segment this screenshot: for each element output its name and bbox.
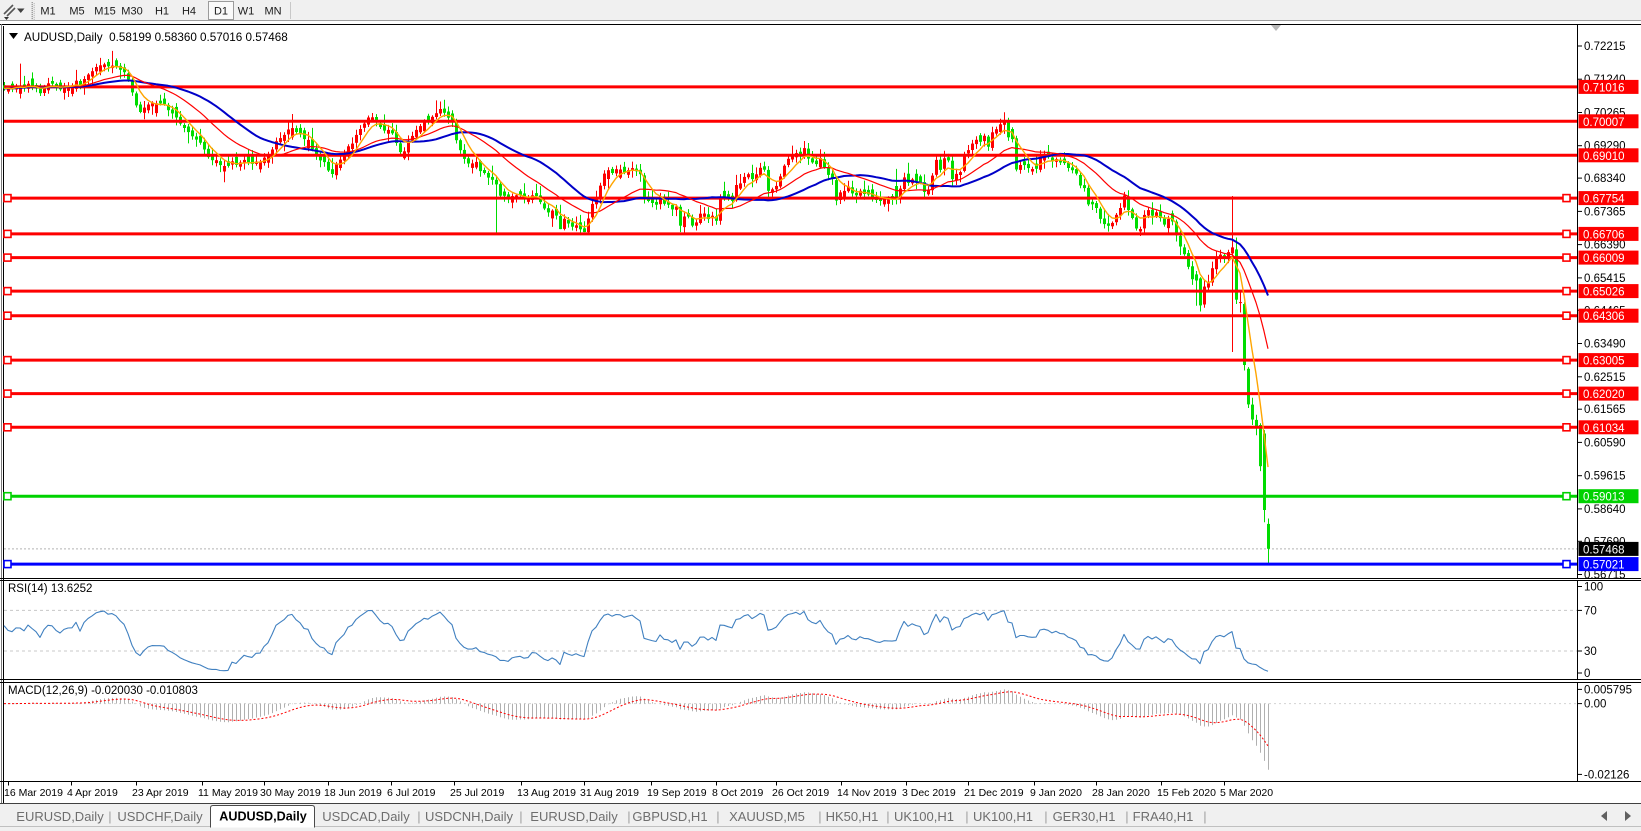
svg-text:AUDUSD,Daily 0.58199 0.58360: AUDUSD,Daily 0.58199 0.58360 0.57016 0.5… bbox=[24, 31, 288, 44]
svg-text:0.66390: 0.66390 bbox=[1584, 240, 1626, 252]
svg-text:30: 30 bbox=[1584, 646, 1597, 658]
svg-text:28 Jan 2020: 28 Jan 2020 bbox=[1092, 787, 1150, 799]
svg-text:0.62515: 0.62515 bbox=[1584, 372, 1626, 384]
svg-text:H4: H4 bbox=[182, 6, 196, 18]
svg-text:USDCHF,Daily: USDCHF,Daily bbox=[117, 809, 203, 824]
svg-text:0.65026: 0.65026 bbox=[1583, 287, 1625, 299]
svg-text:EURUSD,Daily: EURUSD,Daily bbox=[16, 809, 104, 824]
svg-text:0.58640: 0.58640 bbox=[1584, 504, 1626, 516]
svg-text:-0.02126: -0.02126 bbox=[1584, 769, 1629, 781]
svg-text:0.67754: 0.67754 bbox=[1583, 194, 1625, 206]
svg-text:0.59013: 0.59013 bbox=[1583, 492, 1625, 504]
svg-text:EURUSD,Daily: EURUSD,Daily bbox=[530, 809, 618, 824]
svg-text:|: | bbox=[1044, 809, 1047, 824]
svg-text:0.57468: 0.57468 bbox=[1583, 544, 1625, 556]
svg-text:13 Aug 2019: 13 Aug 2019 bbox=[517, 787, 576, 799]
svg-text:9 Jan 2020: 9 Jan 2020 bbox=[1030, 787, 1082, 799]
svg-text:0.63490: 0.63490 bbox=[1584, 339, 1626, 351]
svg-text:|: | bbox=[417, 809, 420, 824]
svg-text:0.62020: 0.62020 bbox=[1583, 389, 1625, 401]
svg-text:MACD(12,26,9) -0.020030 -0.010: MACD(12,26,9) -0.020030 -0.010803 bbox=[8, 685, 198, 697]
svg-text:HK50,H1: HK50,H1 bbox=[826, 809, 879, 824]
svg-text:0.60590: 0.60590 bbox=[1584, 437, 1626, 449]
svg-text:0.70007: 0.70007 bbox=[1583, 117, 1625, 129]
svg-text:FRA40,H1: FRA40,H1 bbox=[1133, 809, 1194, 824]
svg-text:0.66009: 0.66009 bbox=[1583, 253, 1625, 265]
svg-text:30 May 2019: 30 May 2019 bbox=[260, 787, 321, 799]
svg-text:0.61565: 0.61565 bbox=[1584, 404, 1626, 416]
svg-text:18 Jun 2019: 18 Jun 2019 bbox=[324, 787, 382, 799]
svg-text:23 Apr 2019: 23 Apr 2019 bbox=[132, 787, 189, 799]
svg-text:D1: D1 bbox=[214, 6, 228, 18]
svg-text:W1: W1 bbox=[238, 6, 255, 18]
svg-text:|: | bbox=[627, 809, 630, 824]
svg-text:0.72215: 0.72215 bbox=[1584, 41, 1626, 53]
svg-text:|: | bbox=[1203, 809, 1206, 824]
svg-text:XAUUSD,M5: XAUUSD,M5 bbox=[729, 809, 805, 824]
svg-text:0.63005: 0.63005 bbox=[1583, 356, 1625, 368]
svg-text:3 Dec 2019: 3 Dec 2019 bbox=[902, 787, 956, 799]
svg-text:M1: M1 bbox=[40, 6, 55, 18]
svg-text:M15: M15 bbox=[94, 6, 115, 18]
svg-text:|: | bbox=[108, 809, 111, 824]
svg-text:11 May 2019: 11 May 2019 bbox=[198, 787, 258, 799]
svg-text:0.59615: 0.59615 bbox=[1584, 471, 1626, 483]
svg-text:M30: M30 bbox=[121, 6, 142, 18]
svg-text:GBPUSD,H1: GBPUSD,H1 bbox=[632, 809, 707, 824]
svg-text:0.66706: 0.66706 bbox=[1583, 229, 1625, 241]
svg-text:|: | bbox=[1125, 809, 1128, 824]
svg-text:|: | bbox=[886, 809, 889, 824]
svg-text:M5: M5 bbox=[69, 6, 84, 18]
svg-text:H1: H1 bbox=[155, 6, 169, 18]
svg-text:USDCAD,Daily: USDCAD,Daily bbox=[322, 809, 410, 824]
svg-text:RSI(14) 13.6252: RSI(14) 13.6252 bbox=[8, 583, 92, 595]
svg-text:8 Oct 2019: 8 Oct 2019 bbox=[712, 787, 764, 799]
svg-text:0.69010: 0.69010 bbox=[1583, 151, 1625, 163]
svg-text:4 Apr 2019: 4 Apr 2019 bbox=[67, 787, 118, 799]
svg-text:|: | bbox=[716, 809, 719, 824]
svg-text:26 Oct 2019: 26 Oct 2019 bbox=[772, 787, 829, 799]
svg-text:0.65415: 0.65415 bbox=[1584, 273, 1626, 285]
svg-text:5 Mar 2020: 5 Mar 2020 bbox=[1220, 787, 1273, 799]
svg-text:31 Aug 2019: 31 Aug 2019 bbox=[580, 787, 639, 799]
svg-text:0: 0 bbox=[1584, 668, 1590, 680]
svg-text:15 Feb 2020: 15 Feb 2020 bbox=[1157, 787, 1216, 799]
svg-text:6 Jul 2019: 6 Jul 2019 bbox=[387, 787, 436, 799]
svg-text:0.68340: 0.68340 bbox=[1584, 173, 1626, 185]
svg-text:UK100,H1: UK100,H1 bbox=[894, 809, 954, 824]
svg-text:0.71016: 0.71016 bbox=[1583, 82, 1625, 94]
svg-text:USDCNH,Daily: USDCNH,Daily bbox=[425, 809, 514, 824]
svg-text:|: | bbox=[965, 809, 968, 824]
svg-text:14 Nov 2019: 14 Nov 2019 bbox=[837, 787, 897, 799]
svg-text:21 Dec 2019: 21 Dec 2019 bbox=[964, 787, 1024, 799]
svg-text:0.005795: 0.005795 bbox=[1584, 684, 1632, 696]
svg-text:0.67365: 0.67365 bbox=[1584, 206, 1626, 218]
svg-text:0.64306: 0.64306 bbox=[1583, 311, 1625, 323]
svg-text:AUDUSD,Daily: AUDUSD,Daily bbox=[219, 810, 306, 824]
svg-text:0.61034: 0.61034 bbox=[1583, 423, 1625, 435]
svg-text:GER30,H1: GER30,H1 bbox=[1053, 809, 1116, 824]
svg-text:|: | bbox=[519, 809, 522, 824]
svg-text:25 Jul 2019: 25 Jul 2019 bbox=[450, 787, 504, 799]
svg-text:UK100,H1: UK100,H1 bbox=[973, 809, 1033, 824]
svg-text:0.57021: 0.57021 bbox=[1583, 560, 1625, 572]
svg-text:19 Sep 2019: 19 Sep 2019 bbox=[647, 787, 707, 799]
svg-text:70: 70 bbox=[1584, 605, 1597, 617]
svg-text:0.00: 0.00 bbox=[1584, 699, 1606, 711]
svg-text:MN: MN bbox=[264, 6, 281, 18]
svg-text:|: | bbox=[818, 809, 821, 824]
svg-text:100: 100 bbox=[1584, 582, 1603, 594]
svg-text:16 Mar 2019: 16 Mar 2019 bbox=[4, 787, 63, 799]
